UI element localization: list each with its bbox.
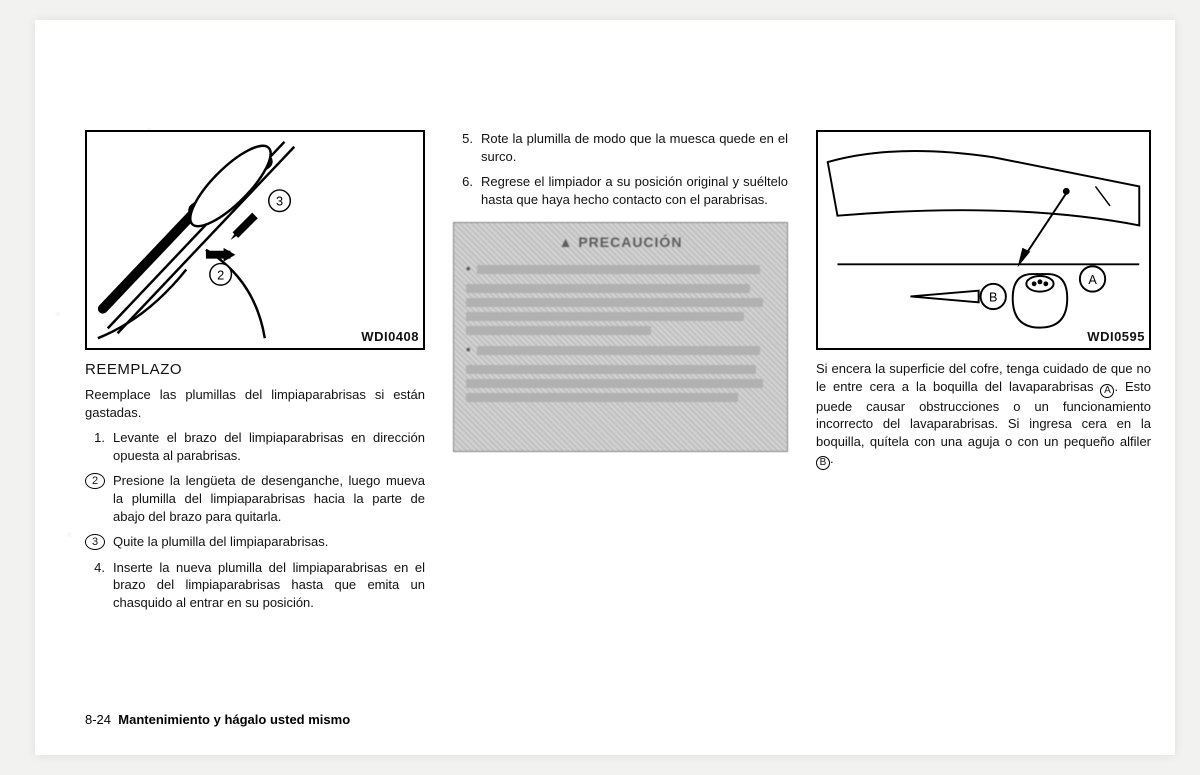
step-6: 6. Regrese el limpiador a su posición or…	[453, 173, 788, 208]
label-b-icon: B	[816, 456, 830, 470]
svg-text:3: 3	[276, 194, 283, 209]
step-text: Presione la lengüeta de desenganche, lue…	[113, 472, 425, 525]
para-text: .	[830, 451, 834, 466]
column-right: A B WDI0595 Si encera la superficie del …	[816, 130, 1151, 619]
figure-code-left: WDI0408	[361, 328, 419, 346]
wiper-blade-diagram: 3 2	[87, 132, 423, 348]
manual-page: 3 2 WDI0408 REEMPLAZO Reemplace las plum…	[35, 20, 1175, 755]
page-number: 8-24	[85, 712, 111, 727]
caution-box: PRECAUCIÓN	[453, 222, 788, 452]
three-column-layout: 3 2 WDI0408 REEMPLAZO Reemplace las plum…	[85, 130, 1135, 619]
step-text: Quite la plumilla del limpiaparabrisas.	[113, 533, 425, 551]
page-footer: 8-24 Mantenimiento y hágalo usted mismo	[85, 712, 350, 727]
caution-title: PRECAUCIÓN	[466, 233, 775, 252]
step-number: 4.	[85, 559, 105, 612]
step-2: 2 Presione la lengüeta de desenganche, l…	[85, 472, 425, 525]
caution-bullet	[466, 260, 775, 279]
steps-list-left: 1. Levante el brazo del limpiaparabrisas…	[85, 429, 425, 611]
figure-code-right: WDI0595	[1087, 328, 1145, 346]
caution-bullet	[466, 341, 775, 360]
step-1: 1. Levante el brazo del limpiaparabrisas…	[85, 429, 425, 464]
step-5: 5. Rote la plumilla de modo que la muesc…	[453, 130, 788, 165]
column-left: 3 2 WDI0408 REEMPLAZO Reemplace las plum…	[85, 130, 425, 619]
washer-nozzle-diagram: A B	[818, 132, 1149, 348]
step-text: Levante el brazo del limpiaparabrisas en…	[113, 429, 425, 464]
step-number-circled: 3	[85, 534, 105, 550]
step-text: Inserte la nueva plumilla del limpiapara…	[113, 559, 425, 612]
step-number: 1.	[85, 429, 105, 464]
steps-list-middle: 5. Rote la plumilla de modo que la muesc…	[453, 130, 788, 208]
label-a-icon: A	[1100, 384, 1114, 398]
svg-text:B: B	[989, 290, 997, 304]
step-number-circled: 2	[85, 473, 105, 489]
svg-text:A: A	[1088, 273, 1097, 287]
column-middle: 5. Rote la plumilla de modo que la muesc…	[453, 130, 788, 619]
section-heading-reemplazo: REEMPLAZO	[85, 360, 425, 380]
step-3: 3 Quite la plumilla del limpiaparabrisas…	[85, 533, 425, 551]
intro-paragraph: Reemplace las plumillas del limpiaparabr…	[85, 386, 425, 421]
step-4: 4. Inserte la nueva plumilla del limpiap…	[85, 559, 425, 612]
section-title: Mantenimiento y hágalo usted mismo	[118, 712, 350, 727]
nozzle-paragraph: Si encera la superficie del cofre, tenga…	[816, 360, 1151, 470]
figure-wiper-blade: 3 2 WDI0408	[85, 130, 425, 350]
step-text: Regrese el limpiador a su posición origi…	[481, 173, 788, 208]
step-text: Rote la plumilla de modo que la muesca q…	[481, 130, 788, 165]
svg-text:2: 2	[217, 267, 224, 282]
step-number: 6.	[453, 173, 473, 208]
step-number: 5.	[453, 130, 473, 165]
figure-washer-nozzle: A B WDI0595	[816, 130, 1151, 350]
